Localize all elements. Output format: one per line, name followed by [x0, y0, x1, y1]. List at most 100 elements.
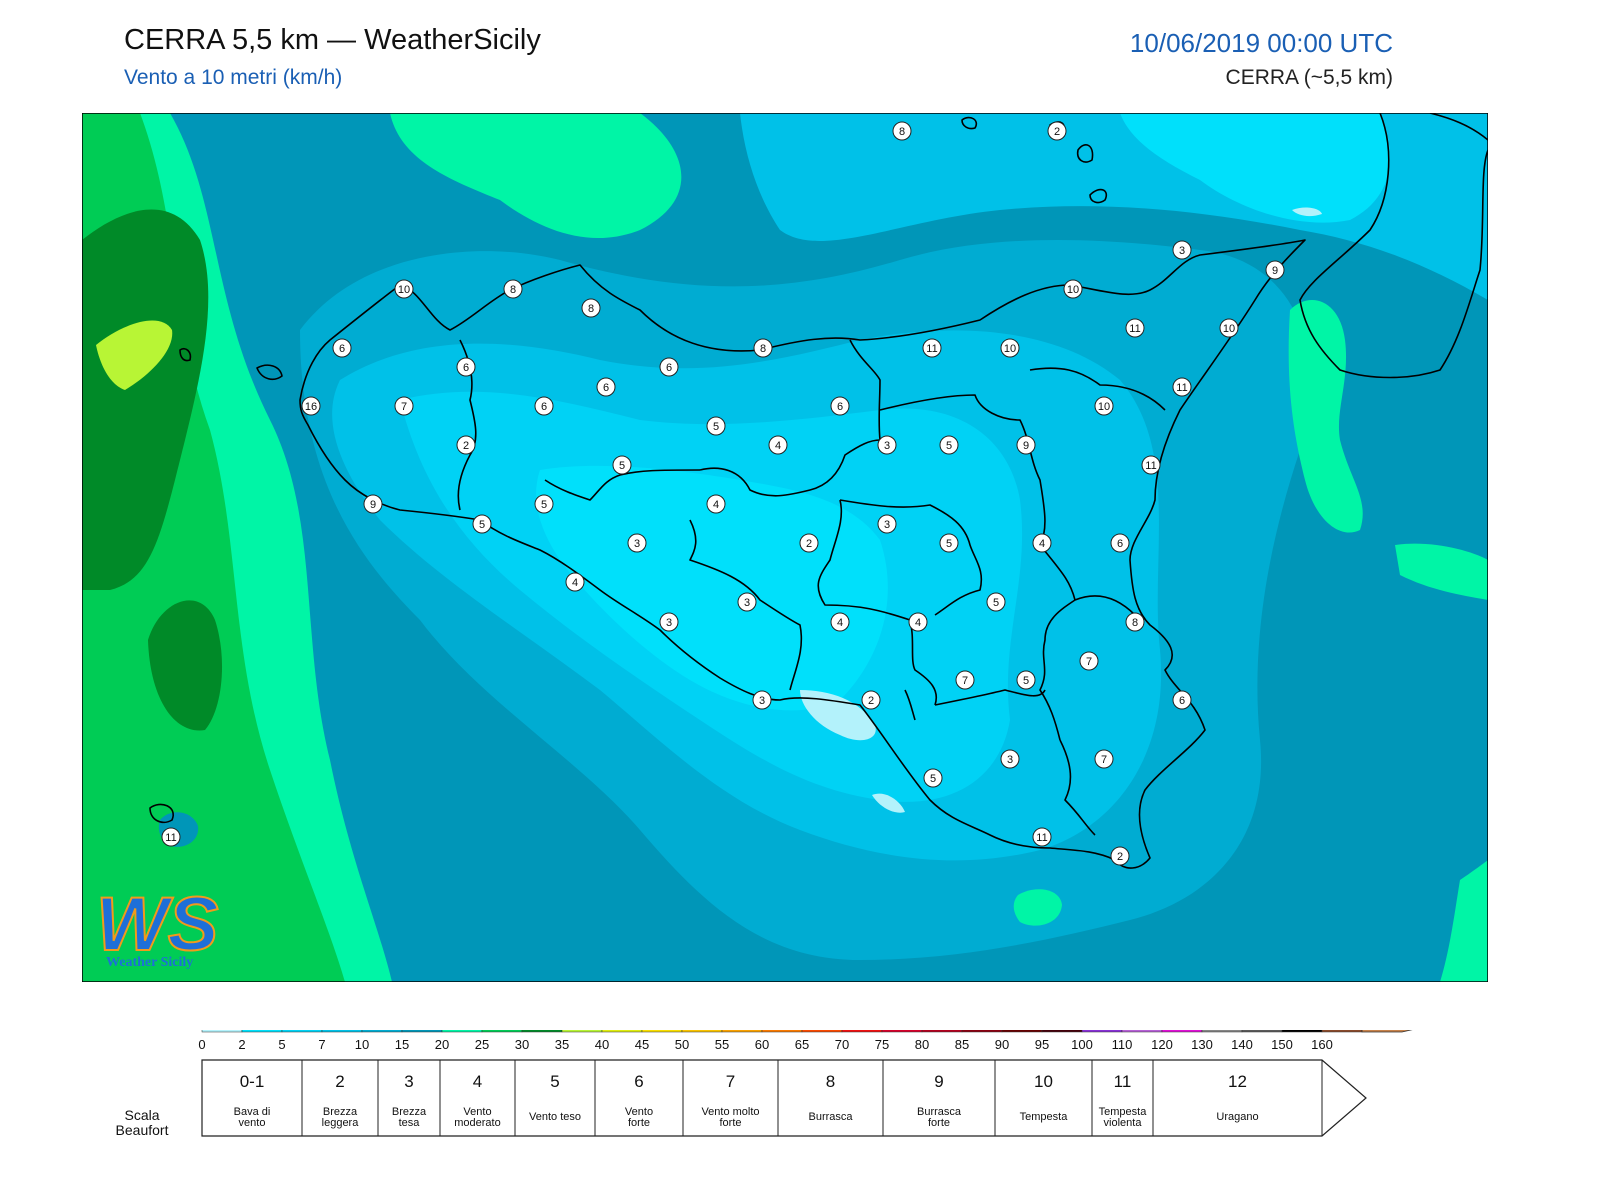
- colorbar-tick-label: 5: [278, 1037, 285, 1052]
- colorbar-swatch: [601, 1030, 643, 1033]
- station-circle: [1047, 121, 1067, 141]
- station-circle: [565, 572, 585, 592]
- station-value: 8: [510, 284, 516, 296]
- colorbar-swatch: [841, 1030, 883, 1033]
- station-value: 10: [398, 284, 410, 296]
- station-value: 8: [760, 343, 766, 355]
- station-value: 5: [479, 519, 485, 531]
- colorbar-tick-label: 30: [515, 1037, 529, 1052]
- station-marker: 4: [1032, 533, 1052, 553]
- station-circle: [939, 533, 959, 553]
- station-circle: [1141, 455, 1161, 475]
- station-marker: 8: [753, 338, 773, 358]
- station-value: 10: [1004, 343, 1016, 355]
- station-circle: [1125, 318, 1145, 338]
- station-value: 3: [666, 617, 672, 629]
- station-circle: [830, 612, 850, 632]
- colorbar-tick-label: 20: [435, 1037, 449, 1052]
- station-circle: [1125, 612, 1145, 632]
- station-circle: [1094, 749, 1114, 769]
- colorbar-tick-label: 60: [755, 1037, 769, 1052]
- station-marker: 6: [534, 396, 554, 416]
- colorbar-swatch: [481, 1030, 523, 1033]
- colorbar-swatch: [881, 1030, 923, 1033]
- station-marker: 8: [581, 298, 601, 318]
- colorbar-tick-label: 45: [635, 1037, 649, 1052]
- station-value: 8: [1132, 617, 1138, 629]
- colorbar-swatch: [1201, 1030, 1243, 1033]
- station-circle: [830, 396, 850, 416]
- colorbar-tick-label: 160: [1311, 1037, 1333, 1052]
- station-circle: [706, 494, 726, 514]
- station-marker: 4: [768, 435, 788, 455]
- station-value: 3: [884, 519, 890, 531]
- station-marker: 11: [1125, 318, 1145, 338]
- station-circle: [1000, 338, 1020, 358]
- station-circle: [394, 279, 414, 299]
- colorbar-tick-label: 15: [395, 1037, 409, 1052]
- colorbar-tick-label: 50: [675, 1037, 689, 1052]
- beaufort-label: Brezza: [323, 1106, 358, 1118]
- station-circle: [363, 494, 383, 514]
- station-value: 6: [463, 362, 469, 374]
- station-marker: 11: [1032, 827, 1052, 847]
- beaufort-frame: [201, 1059, 1367, 1137]
- station-circle: [922, 338, 942, 358]
- colorbar-tick-label: 35: [555, 1037, 569, 1052]
- station-value: 6: [339, 343, 345, 355]
- station-marker: 2: [799, 533, 819, 553]
- colorbar-swatch: [681, 1030, 723, 1033]
- station-marker: 4: [565, 572, 585, 592]
- station-circle: [456, 357, 476, 377]
- station-circle: [301, 396, 321, 416]
- beaufort-label: forte: [928, 1117, 950, 1129]
- station-value: 5: [930, 773, 936, 785]
- station-value: 2: [806, 538, 812, 550]
- station-value: 3: [759, 695, 765, 707]
- station-circle: [394, 396, 414, 416]
- station-value: 11: [1176, 382, 1187, 394]
- colorbar-swatch: [761, 1030, 803, 1033]
- legend: 0 2 5 7 10 15 20 25 30 35 40 45 50 55 60 65 70 75 80 85 90 95…: [198, 1030, 1413, 1137]
- station-value: 16: [305, 401, 317, 413]
- station-marker: 8: [503, 279, 523, 299]
- station-marker: 3: [737, 592, 757, 612]
- beaufort-label: leggera: [322, 1117, 360, 1129]
- station-marker: 6: [1172, 690, 1192, 710]
- station-marker: 4: [830, 612, 850, 632]
- station-marker: 3: [1172, 240, 1192, 260]
- station-value: 6: [541, 401, 547, 413]
- colorbar-tick-label: 65: [795, 1037, 809, 1052]
- beaufort-label: Bava di: [234, 1106, 271, 1118]
- station-value: 8: [588, 303, 594, 315]
- station-value: 3: [884, 440, 890, 452]
- colorbar-swatch: [561, 1030, 603, 1033]
- station-marker: 5: [923, 768, 943, 788]
- station-marker: 2: [1110, 846, 1130, 866]
- colorbar-swatch: [281, 1030, 323, 1033]
- beaufort-number: 12: [1228, 1072, 1247, 1091]
- station-marker: 7: [1094, 749, 1114, 769]
- beaufort-number: 2: [335, 1072, 344, 1091]
- station-circle: [1265, 260, 1285, 280]
- wind-field: [82, 113, 1488, 982]
- station-circle: [1172, 690, 1192, 710]
- station-circle: [1219, 318, 1239, 338]
- station-circle: [1079, 651, 1099, 671]
- colorbar-tick-label: 10: [355, 1037, 369, 1052]
- colorbar-swatch: [961, 1030, 1003, 1033]
- station-marker: 6: [332, 338, 352, 358]
- station-circle: [752, 690, 772, 710]
- station-marker: 10: [1063, 279, 1083, 299]
- station-circle: [1016, 670, 1036, 690]
- colorbar-tick-label: 130: [1191, 1037, 1213, 1052]
- station-value: 5: [541, 499, 547, 511]
- station-circle: [1016, 435, 1036, 455]
- colorbar-swatch: [1241, 1030, 1283, 1033]
- colorbar-swatch: [1161, 1030, 1203, 1033]
- station-value: 6: [666, 362, 672, 374]
- station-marker: 8: [892, 121, 912, 141]
- logo-letters: WS: [96, 882, 218, 967]
- station-value: 6: [1117, 538, 1123, 550]
- beaufort-number: 0-1: [240, 1072, 265, 1091]
